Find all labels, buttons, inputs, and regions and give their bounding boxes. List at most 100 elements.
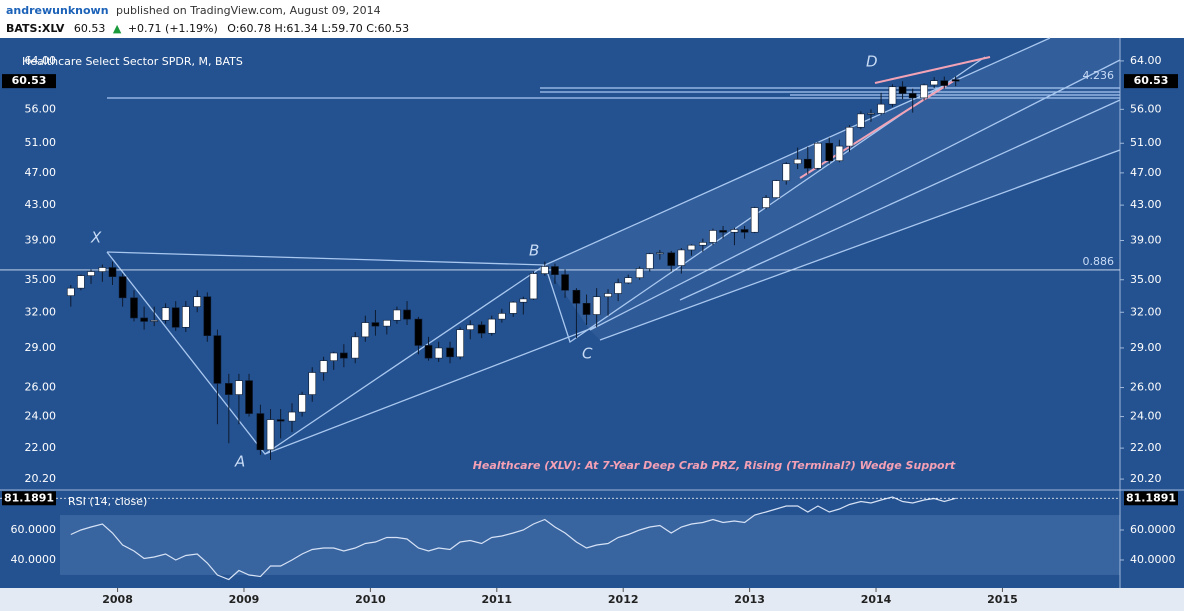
- time-axis-bg: [0, 588, 1184, 611]
- candle-body: [782, 163, 791, 181]
- last-value-badge: [2, 491, 56, 506]
- candle-body: [920, 84, 928, 99]
- y-tick-label: 39.00: [25, 234, 57, 247]
- candle-body: [793, 158, 802, 165]
- candle-body: [867, 112, 875, 115]
- candle-body: [635, 268, 644, 278]
- y-tick-label: 26.00: [1130, 381, 1162, 394]
- candle-body: [687, 244, 696, 251]
- last-value-badge: [1124, 491, 1178, 506]
- candle-body: [466, 324, 475, 330]
- change-arrow: ▲: [113, 22, 122, 35]
- candle-body: [667, 252, 676, 266]
- candle-body: [740, 229, 749, 233]
- last-price: 60.53: [74, 22, 106, 35]
- candle-body: [835, 145, 844, 162]
- header-line-2: BATS:XLV 60.53 ▲ +0.71 (+1.19%) O:60.78 …: [6, 22, 409, 35]
- y-tick-label: 20.20: [1130, 472, 1162, 485]
- symbol: BATS:XLV: [6, 22, 65, 35]
- y-tick-label: 29.00: [1130, 341, 1162, 354]
- pattern-label: B: [529, 242, 539, 260]
- header-bg: [0, 0, 1184, 38]
- channel-line: [589, 59, 1121, 331]
- fib-label: 0.886: [1083, 255, 1115, 268]
- rsi-line: [70, 496, 956, 581]
- x-tick-label: 2014: [861, 593, 892, 606]
- x-tick-label: 2012: [608, 593, 639, 606]
- y-tick-label: 32.00: [25, 305, 57, 318]
- y-tick-label: 43.00: [25, 198, 57, 211]
- candle-body: [150, 319, 159, 322]
- last-value-label: 81.1891: [4, 491, 54, 504]
- header-line-1: andrewunknown published on TradingView.c…: [6, 4, 381, 17]
- y-tick-label: 22.00: [25, 441, 57, 454]
- candle-body: [582, 302, 591, 315]
- candle-body: [203, 296, 212, 336]
- candle-body: [709, 230, 717, 243]
- channel-fill: [545, 38, 1120, 330]
- candle-body: [908, 93, 917, 99]
- last-value-badge: [1124, 74, 1178, 89]
- candle-body: [561, 274, 569, 291]
- candle-body: [604, 293, 612, 298]
- pattern-label: X: [90, 229, 102, 247]
- channel-line: [679, 99, 1121, 301]
- candle-body: [940, 80, 949, 86]
- rsi-title: RSI (14, close): [68, 495, 147, 508]
- candle-body: [509, 301, 518, 314]
- candle-body: [245, 380, 253, 414]
- candle-body: [645, 253, 654, 269]
- candle-body: [130, 297, 138, 319]
- candle-body: [403, 309, 411, 320]
- candles: [66, 76, 960, 460]
- candle-body: [762, 197, 770, 208]
- candle-body: [877, 103, 885, 114]
- author[interactable]: andrewunknown: [6, 4, 109, 17]
- x-tick-label: 2013: [734, 593, 765, 606]
- y-tick-label: 39.00: [1130, 234, 1162, 247]
- last-value-badge: [2, 74, 56, 89]
- candle-body: [614, 282, 622, 294]
- candle-body: [498, 313, 506, 320]
- y-tick-label: 64.00: [1130, 54, 1162, 67]
- candle-body: [888, 86, 897, 105]
- candle-body: [161, 307, 170, 321]
- x-tick-label: 2010: [355, 593, 386, 606]
- candle-body: [541, 266, 549, 274]
- pattern-label: A: [234, 453, 245, 471]
- candle-body: [772, 180, 780, 198]
- candle-body: [592, 296, 601, 315]
- published: published on TradingView.com, August 09,…: [116, 4, 381, 17]
- change: +0.71 (+1.19%): [128, 22, 218, 35]
- candle-body: [213, 335, 222, 384]
- candle-body: [87, 271, 95, 276]
- y-tick-label: 64.00: [25, 54, 57, 67]
- candle-body: [572, 289, 581, 304]
- candle-body: [414, 318, 423, 346]
- candle-body: [182, 306, 190, 328]
- y-tick-label: 35.00: [1130, 273, 1162, 286]
- candle-body: [857, 113, 865, 128]
- annotation: Healthcare (XLV): At 7-Year Deep Crab PR…: [473, 459, 956, 472]
- candle-body: [361, 322, 370, 338]
- wedge-line: [874, 56, 991, 84]
- rsi-band: [60, 515, 1120, 575]
- candle-body: [329, 352, 338, 361]
- y-tick-label: 26.00: [25, 381, 57, 394]
- wedge-line: [799, 79, 956, 179]
- candle-body: [308, 372, 317, 395]
- x-tick-label: 2015: [987, 593, 1018, 606]
- candle-body: [371, 322, 380, 327]
- candle-body: [98, 267, 107, 272]
- candle-body: [276, 419, 285, 422]
- candle-body: [624, 277, 633, 284]
- candle-body: [171, 307, 180, 328]
- y-tick-label: 60.0000: [11, 523, 57, 536]
- candle-body: [825, 142, 834, 162]
- x-tick-label: 2008: [102, 593, 133, 606]
- candle-body: [456, 329, 464, 358]
- candle-body: [750, 207, 759, 233]
- chart-title: Healthcare Select Sector SPDR, M, BATS: [22, 55, 243, 68]
- y-tick-label: 20.20: [25, 472, 57, 485]
- candle-body: [351, 336, 360, 359]
